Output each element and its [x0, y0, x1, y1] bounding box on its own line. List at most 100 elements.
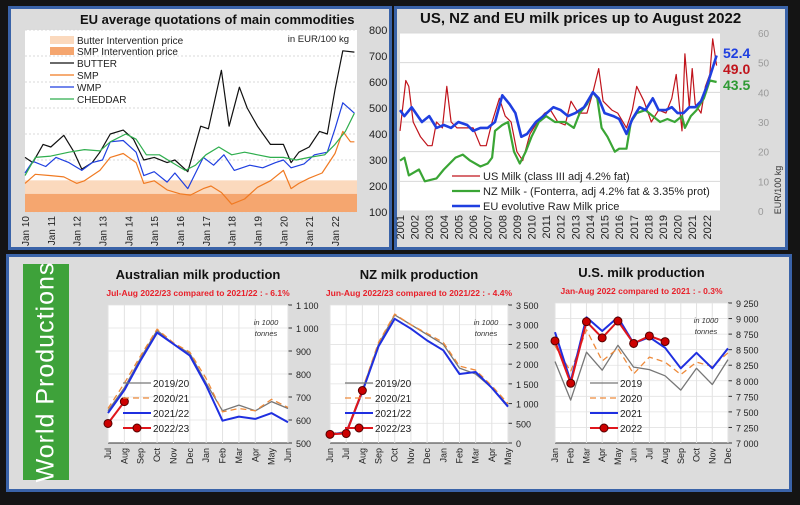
y-tick-label: 3 500 [516, 301, 539, 311]
legend-label: 2022/23 [375, 424, 412, 435]
x-tick-label: Apr [250, 448, 260, 462]
x-tick-label: May [613, 448, 623, 466]
y-tick-label: 9 000 [736, 315, 759, 325]
us_production-chart: 9 250 9 000 8 750 8 500 8 250 8 000 7 750 7 500… [550, 265, 759, 465]
x-tick-label: Aug [357, 448, 367, 464]
band-smp-intervention-price [25, 193, 357, 212]
series-line-butter [24, 50, 355, 173]
x-tick-label: 2016 [614, 215, 626, 239]
x-tick-label: Aug [660, 448, 670, 464]
x-tick-label: May [503, 448, 513, 466]
data-point [613, 316, 623, 326]
data-point [629, 338, 639, 348]
x-tick-label: 2009 [512, 215, 524, 239]
x-tick-label: Jan 19 [254, 216, 265, 246]
legend-label: 2022 [620, 424, 643, 435]
y-tick-label: 500 [516, 419, 531, 429]
y-tick-label: 1 100 [296, 301, 319, 311]
legend-label: 2019/20 [153, 379, 190, 390]
legend-label: SMP Intervention price [77, 47, 178, 58]
x-tick-label: 2013 [570, 215, 582, 239]
band-butter-intervention-price [25, 180, 357, 194]
x-tick-label: 2003 [424, 215, 436, 239]
x-tick-label: Oct [692, 448, 702, 463]
y-tick-label: 9 250 [736, 299, 759, 309]
y-tick-label: 600 [296, 416, 311, 426]
chart-title: NZ milk production [360, 267, 479, 282]
x-tick-label: Mar [471, 448, 481, 464]
x-tick-label: 2005 [453, 215, 465, 239]
x-tick-label: Jan 12 [73, 216, 84, 246]
legend-label: EU evolutive Raw Milk price [483, 201, 619, 213]
x-tick-label: Feb [454, 448, 464, 464]
au_production-chart: 1 100 1 000 900 800 700 600 500 Jul Aug Sep Oct Nov… [103, 267, 319, 465]
chart-title: Australian milk production [116, 267, 281, 282]
y-tick-label: 8 500 [736, 346, 759, 356]
x-tick-label: May [267, 448, 277, 466]
x-tick-label: Jan 16 [176, 216, 187, 246]
y-tick-label: 7 500 [736, 408, 759, 418]
y-tick-label: 50 [758, 59, 770, 70]
y-tick-label: 30 [758, 118, 770, 129]
y-tick-label: 1 000 [516, 400, 539, 410]
x-tick-label: 2006 [468, 215, 480, 239]
y-axis-label: EUR/100 kg [773, 166, 783, 215]
legend-label: 2021 [620, 409, 643, 420]
unit-note: in 1000 [254, 318, 279, 327]
x-tick-label: Jan [201, 448, 211, 463]
x-tick-label: Jan 22 [331, 216, 342, 246]
x-tick-label: Jan 13 [99, 216, 110, 246]
x-tick-label: Nov [707, 448, 717, 465]
legend-marker [354, 423, 364, 433]
data-point [566, 378, 576, 388]
y-tick-label: 500 [296, 439, 311, 449]
x-tick-label: Jan 11 [47, 216, 58, 246]
series-line-eu-evolutive-raw-milk-price [398, 55, 718, 139]
x-tick-label: Mar [234, 448, 244, 464]
x-tick-label: Jan 10 [21, 216, 32, 246]
data-point [357, 386, 367, 396]
y-tick-label: 60 [758, 29, 770, 40]
legend-label: 2019 [620, 379, 643, 390]
series-line-nz-milk-fonterra-adj-4-2-fat-3-35-prot- [399, 79, 717, 183]
world-productions-label-box: World Productions [23, 262, 69, 482]
y-tick-label: 7 250 [736, 423, 759, 433]
x-tick-label: Feb [218, 448, 228, 464]
series-line-2021-22 [107, 331, 289, 424]
x-tick-label: Jan 20 [279, 216, 290, 246]
legend-marker [132, 423, 142, 433]
x-tick-label: Dec [422, 448, 432, 465]
y-tick-label: 1 500 [516, 380, 539, 390]
chart-title: U.S. milk production [578, 265, 704, 280]
y-tick-label: 0 [516, 439, 521, 449]
eu_commodities-chart: 800 700 600 500 400 300 200 100 Jan 10 Jan 11 Jan … [21, 25, 387, 246]
x-tick-label: Dec [185, 448, 195, 465]
y-tick-label: 800 [296, 370, 311, 380]
legend-label: 2021/22 [375, 409, 412, 420]
series-line-wmp [24, 102, 355, 190]
x-tick-label: Aug [119, 448, 129, 464]
x-tick-label: 2010 [527, 215, 539, 239]
y-tick-label: 500 [369, 103, 387, 115]
y-tick-label: 3 000 [516, 321, 539, 331]
unit-note: in 1000 [694, 316, 719, 325]
legend-label: 2022/23 [153, 424, 190, 435]
legend-label: SMP [77, 71, 99, 82]
x-tick-label: 2002 [410, 215, 422, 239]
y-tick-label: 10 [758, 177, 770, 188]
end-value-label: 49.0 [723, 61, 750, 77]
legend-swatch [50, 36, 74, 44]
legend-marker [599, 423, 609, 433]
unit-note: tonnes [475, 329, 498, 338]
chart-subtitle: Jun-Aug 2022/23 compared to 2021/22 : - … [326, 288, 513, 298]
unit-note: tonnes [695, 327, 718, 336]
milk-prices-title: US, NZ and EU milk prices up to August 2… [420, 10, 742, 27]
x-tick-label: Oct [390, 448, 400, 463]
x-tick-label: Oct [152, 448, 162, 463]
x-tick-label: Jan 14 [124, 216, 135, 246]
unit-note: tonnes [255, 329, 278, 338]
x-tick-label: Jun [325, 448, 335, 463]
end-value-label: 43.5 [723, 77, 750, 93]
